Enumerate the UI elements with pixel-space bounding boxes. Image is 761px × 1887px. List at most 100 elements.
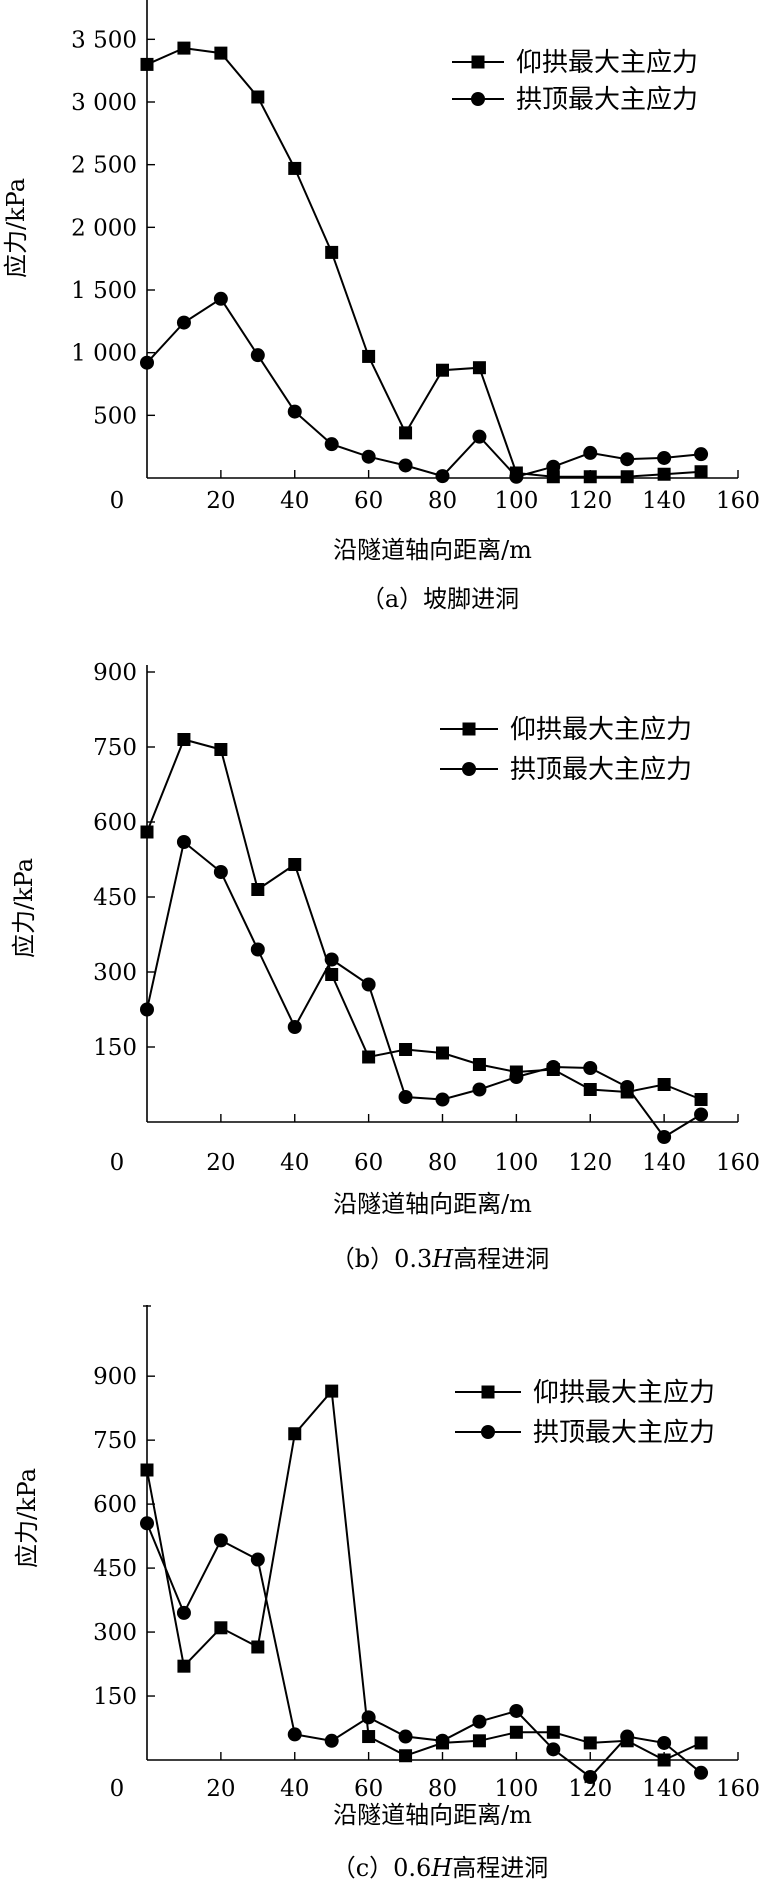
data-point-crown — [546, 1742, 561, 1757]
data-point-invert — [436, 363, 449, 377]
x-tick-label: 40 — [280, 488, 309, 514]
data-point-crown — [509, 469, 524, 484]
chart-panel-a: 0 20 40 60 80 100 120 140 160 500 1 000 1 500 2 000 2… — [2, 0, 760, 613]
y-tick-label: 600 — [93, 810, 137, 836]
x-tick-label: 0 — [110, 1150, 125, 1176]
data-point-invert — [657, 467, 671, 481]
data-point-crown — [657, 1130, 672, 1144]
data-point-invert — [140, 1463, 154, 1477]
data-point-crown — [694, 1107, 709, 1122]
y-tick-label: 300 — [93, 960, 137, 986]
data-point-crown — [694, 1765, 709, 1780]
caption-suffix: 高程进洞 — [452, 1854, 548, 1882]
data-point-crown — [620, 1729, 635, 1744]
data-point-invert — [657, 1753, 671, 1767]
data-point-invert — [288, 858, 302, 871]
x-tick-label: 100 — [494, 1150, 538, 1176]
legend-label: 仰拱最大主应力 — [516, 48, 698, 78]
data-point-crown — [398, 1729, 413, 1744]
y-tick-label: 150 — [93, 1684, 137, 1710]
data-point-invert — [436, 1046, 449, 1060]
data-point-invert — [177, 1659, 191, 1673]
y-tick-label: 150 — [93, 1035, 137, 1061]
legend-marker — [481, 1385, 495, 1399]
legend-marker — [481, 1425, 495, 1439]
data-point-crown — [324, 437, 339, 452]
data-point-invert — [583, 470, 597, 484]
x-tick-label: 160 — [716, 1776, 760, 1802]
x-tick-label: 0 — [110, 488, 125, 514]
data-point-crown — [361, 977, 376, 992]
data-point-invert — [251, 90, 265, 104]
panel-caption: （a）坡脚进洞 — [361, 585, 519, 613]
data-point-invert — [399, 1043, 413, 1056]
x-axis-title: 沿隧道轴向距离/m — [333, 1801, 532, 1829]
data-point-invert — [399, 1749, 413, 1763]
data-point-crown — [213, 865, 228, 879]
x-tick-label: 80 — [428, 1150, 457, 1176]
x-tick-label: 60 — [354, 488, 383, 514]
data-point-crown — [435, 1092, 450, 1107]
legend-marker — [462, 722, 476, 736]
data-point-crown — [472, 429, 487, 444]
data-point-crown — [583, 1061, 598, 1075]
legend-label: 仰拱最大主应力 — [533, 1378, 715, 1408]
x-tick-label: 140 — [642, 488, 686, 514]
series-line-invert — [146, 738, 702, 1101]
data-point-invert — [325, 968, 339, 981]
data-point-crown — [250, 1552, 265, 1567]
x-tick-label: 60 — [354, 1776, 383, 1802]
legend-label: 拱顶最大主应力 — [510, 755, 692, 785]
y-tick-label: 3 500 — [71, 27, 137, 53]
series-line-invert — [146, 47, 702, 478]
x-tick-label: 140 — [642, 1776, 686, 1802]
data-point-invert — [399, 426, 413, 440]
y-tick-label: 750 — [93, 1428, 137, 1454]
data-point-crown — [398, 458, 413, 473]
legend-marker — [471, 92, 485, 106]
data-point-invert — [546, 470, 560, 484]
data-point-crown — [657, 1735, 672, 1750]
data-point-crown — [583, 1770, 598, 1785]
series-line-crown — [146, 840, 702, 1139]
data-point-crown — [213, 1533, 228, 1548]
data-point-invert — [177, 41, 191, 55]
data-point-invert — [177, 733, 191, 746]
data-point-crown — [324, 1733, 339, 1748]
data-point-invert — [140, 57, 154, 71]
data-point-invert — [362, 1050, 376, 1064]
data-point-crown — [176, 1605, 191, 1620]
data-point-crown — [620, 1080, 635, 1094]
data-point-crown — [583, 445, 598, 460]
data-point-crown — [361, 1710, 376, 1725]
data-point-crown — [435, 469, 450, 484]
data-point-crown — [250, 942, 265, 957]
y-tick-label: 900 — [93, 1364, 137, 1390]
caption-prefix: （c）0.6 — [332, 1854, 432, 1882]
data-point-invert — [583, 1736, 597, 1750]
data-point-invert — [620, 470, 634, 484]
x-tick-label: 120 — [568, 488, 612, 514]
legend-marker — [462, 762, 476, 776]
data-point-crown — [361, 449, 376, 464]
caption-suffix: 高程进洞 — [453, 1245, 549, 1273]
x-tick-label: 60 — [354, 1150, 383, 1176]
data-point-invert — [362, 1730, 376, 1744]
y-tick-label: 450 — [93, 1556, 137, 1582]
data-point-invert — [214, 46, 228, 60]
data-point-invert — [214, 1621, 228, 1635]
y-tick-label: 1 000 — [71, 341, 137, 367]
data-point-crown — [140, 1002, 154, 1017]
data-point-crown — [694, 447, 709, 462]
y-tick-label: 750 — [93, 735, 137, 761]
y-axis-title: 应力/kPa — [13, 1468, 41, 1568]
data-point-crown — [213, 291, 228, 306]
data-point-crown — [176, 835, 191, 849]
data-point-crown — [324, 952, 339, 967]
series-line-crown — [146, 297, 702, 478]
series-line-crown — [146, 1522, 702, 1779]
x-tick-label: 40 — [280, 1150, 309, 1176]
data-point-invert — [325, 245, 339, 259]
panel-caption: （b）0.3H高程进洞 — [331, 1245, 549, 1273]
data-point-invert — [472, 1734, 486, 1748]
